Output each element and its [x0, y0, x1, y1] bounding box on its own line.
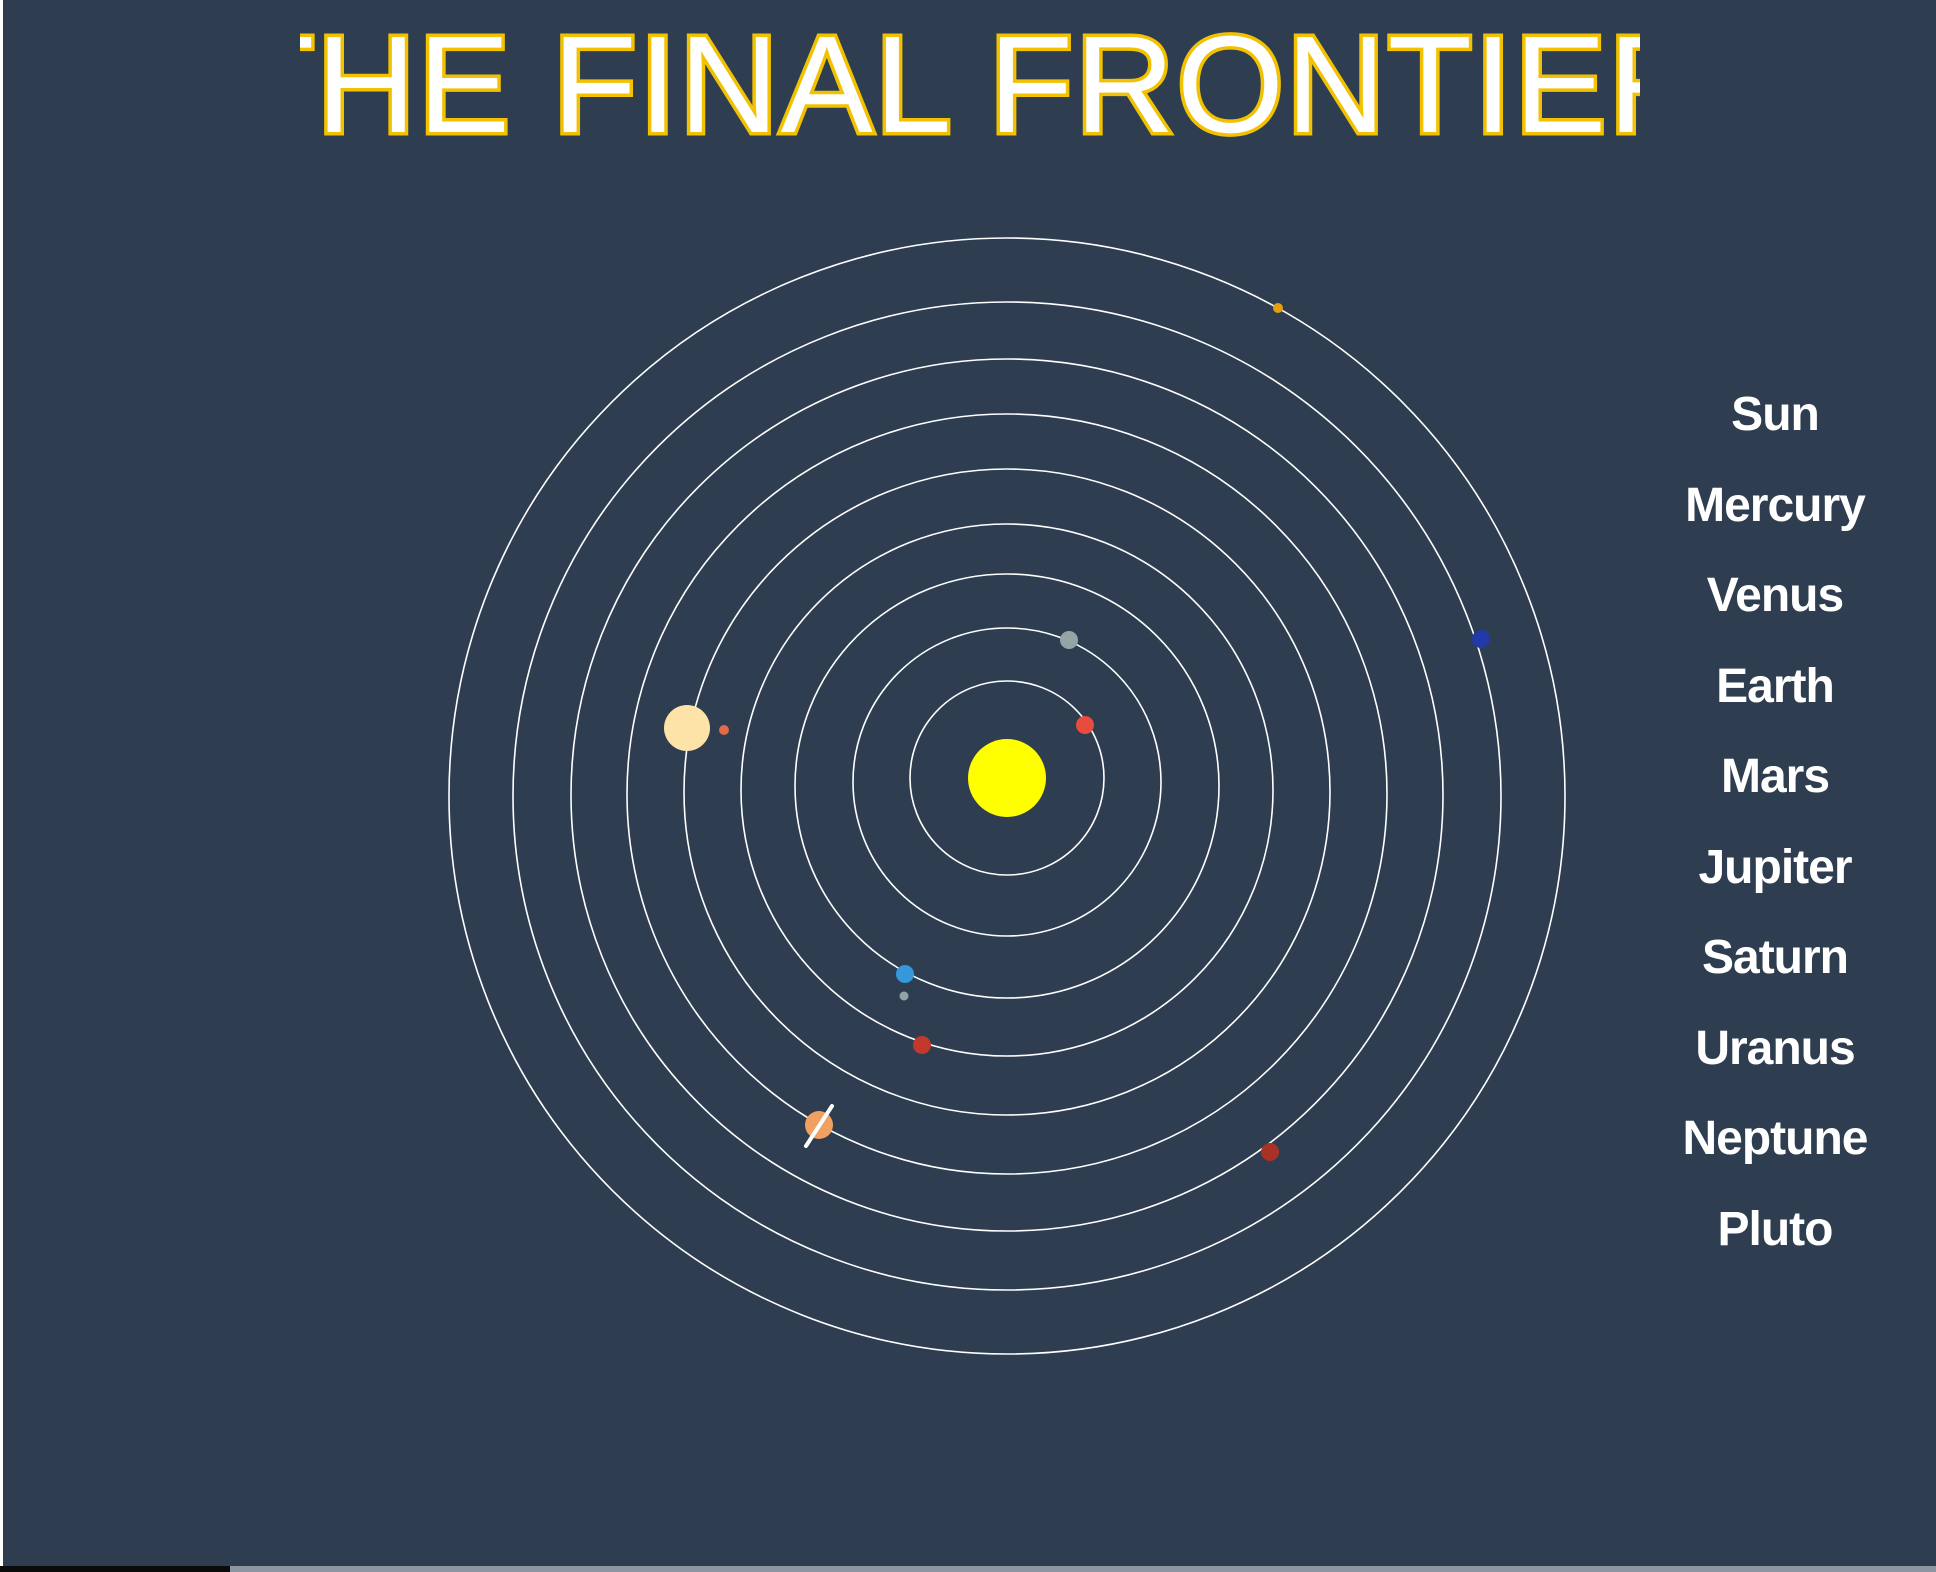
earth-body[interactable]: [896, 965, 914, 983]
planet-list-item-earth[interactable]: Earth: [1716, 659, 1835, 713]
planet-list-item-pluto[interactable]: Pluto: [1717, 1202, 1834, 1256]
saturn-moon: [719, 725, 729, 735]
page-title: THE FINAL FRONTIER: [300, 14, 1640, 164]
orbit-venus: [852, 627, 1162, 937]
neptune-body[interactable]: [1472, 630, 1490, 648]
moon-body: [899, 991, 909, 1001]
planet-list-item-mars[interactable]: Mars: [1720, 750, 1830, 803]
orbit-earth: [794, 573, 1220, 999]
title-text: THE FINAL FRONTIER: [300, 14, 1640, 162]
scrollbar-thumb[interactable]: [0, 1566, 230, 1572]
orbit-uranus: [570, 358, 1444, 1232]
orbit-pluto: [448, 237, 1566, 1355]
orbit-jupiter: [683, 468, 1331, 1116]
sun-body[interactable]: [968, 739, 1046, 817]
mercury-body[interactable]: [1076, 716, 1094, 734]
planet-list: Sun Mercury Venus Earth Mars Jupiter Sat…: [1640, 370, 1910, 1275]
venus-body[interactable]: [1060, 631, 1078, 649]
planet-list-item-mercury[interactable]: Mercury: [1685, 478, 1866, 532]
orbit-saturn: [626, 413, 1388, 1175]
left-edge: [0, 0, 3, 1572]
planet-list-item-jupiter[interactable]: Jupiter: [1698, 840, 1852, 894]
planet-list-item-saturn[interactable]: Saturn: [1701, 931, 1849, 984]
orbit-mars: [740, 523, 1274, 1057]
orbit-neptune: [512, 301, 1502, 1291]
uranus-body[interactable]: [1261, 1143, 1279, 1161]
horizontal-scrollbar[interactable]: [0, 1566, 1936, 1572]
planet-list-item-neptune[interactable]: Neptune: [1682, 1112, 1869, 1165]
mars-body[interactable]: [913, 1036, 931, 1054]
orbits: [448, 237, 1566, 1355]
planet-list-item-sun[interactable]: Sun: [1731, 388, 1820, 441]
planet-list-item-uranus[interactable]: Uranus: [1695, 1021, 1855, 1075]
saturn-body[interactable]: [664, 705, 710, 751]
pluto-body[interactable]: [1273, 303, 1283, 313]
orbit-mercury: [909, 680, 1105, 876]
planet-list-item-venus[interactable]: Venus: [1706, 569, 1844, 622]
jupiter-body[interactable]: [804, 1104, 834, 1148]
